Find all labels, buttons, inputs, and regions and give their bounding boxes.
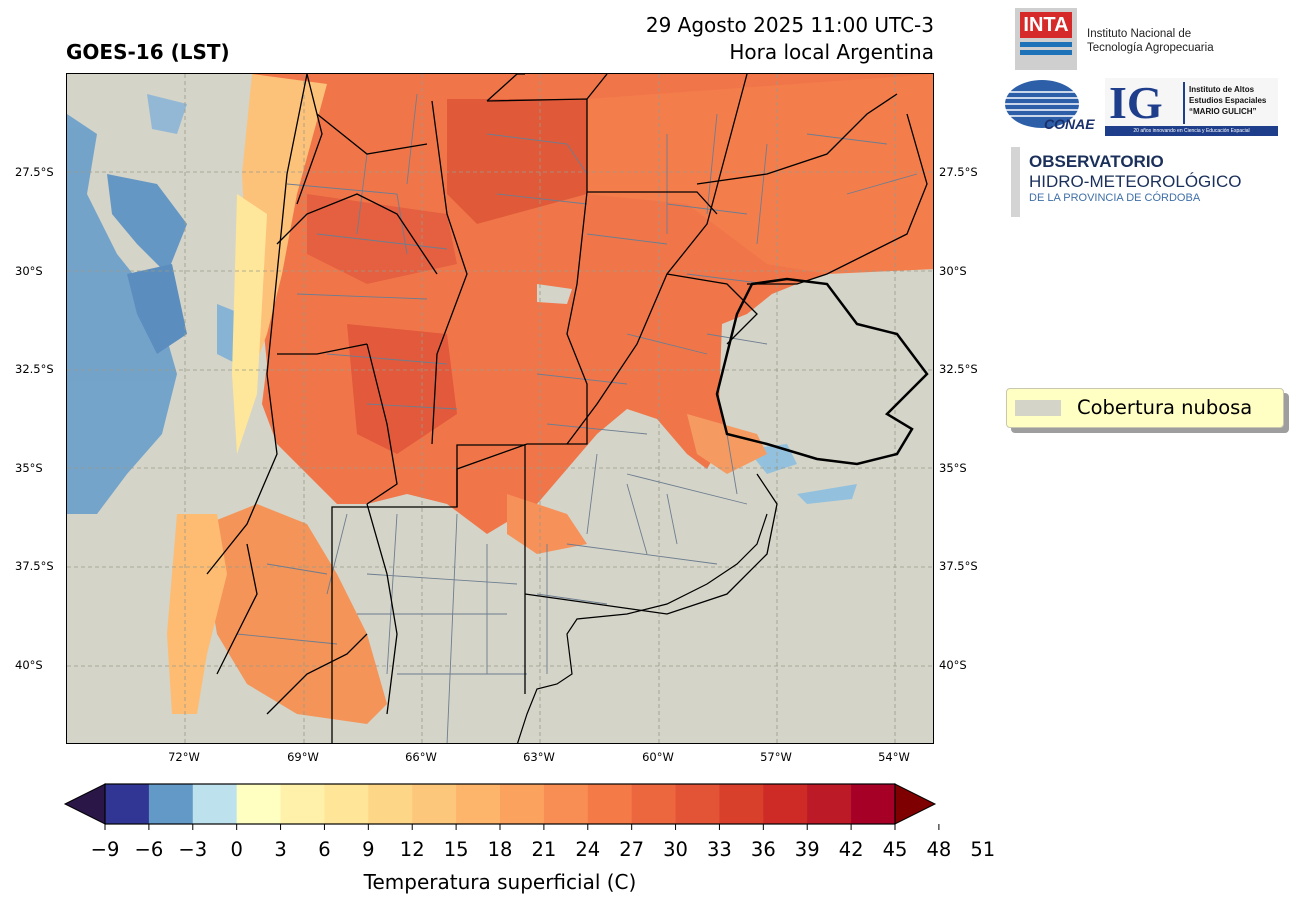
colorbar-tick-label: 0 [230,838,243,861]
colorbar-segment [587,784,633,824]
ig-footer: 20 años innovando en Ciencia y Educación… [1105,126,1278,136]
lon-label: 54°W [878,750,910,764]
colorbar-segment [236,784,282,824]
colorbar-segment [456,784,501,824]
lat-label-left: 35°S [15,461,43,475]
lat-label-left: 37.5°S [15,559,54,573]
colorbar-tick-label: 45 [882,838,908,861]
lat-label-right: 32.5°S [939,362,978,376]
colorbar-segment [851,784,896,824]
uruguay-border [715,277,929,466]
lat-label-right: 27.5°S [939,165,978,179]
colorbar-segment [719,784,764,824]
colorbar-tick-label: 12 [399,838,425,861]
colorbar-tick-label: 9 [362,838,375,861]
colorbar-tick-label: 36 [750,838,776,861]
conae-logo: CONAE [1004,78,1095,134]
colorbar-tickmarks [104,824,940,830]
local-time-text: Hora local Argentina [729,40,934,64]
colorbar-segment [412,784,457,824]
colorbar-segment [280,784,325,824]
conae-globe-icon [1005,80,1079,128]
lon-label: 69°W [287,750,319,764]
colorbar-segment [807,784,852,824]
lat-label-left: 27.5°S [15,165,54,179]
warm-surface-areas [167,74,933,724]
colorbar-tick-label: 30 [663,838,688,861]
lon-label: 57°W [760,750,792,764]
map-datetime-header: 29 Agosto 2025 11:00 UTC-3 Hora local Ar… [560,12,934,66]
graticule [67,74,933,743]
lat-label-right: 35°S [939,461,967,475]
lon-label: 60°W [642,750,674,764]
colorbar-tick-label: 18 [487,838,513,861]
department-borders [236,93,918,743]
colorbar-tick-label: 42 [838,838,864,861]
temperature-colorbar [63,783,940,830]
colorbar-tick-label: 27 [619,838,645,861]
colorbar-under-triangle [63,783,106,825]
cloud-cover-legend: Cobertura nubosa [1006,388,1284,428]
inta-logo: INTA [1015,8,1077,70]
colorbar-segments [105,784,896,824]
cold-surface-areas [67,94,857,514]
temperature-map [66,73,934,744]
colorbar-tick-label: −9 [90,838,120,861]
colorbar-segment [148,784,194,824]
inta-name: Instituto Nacional de Tecnología Agropec… [1087,28,1214,54]
ig-name: Instituto de Altos Estudios Espaciales “… [1189,85,1267,116]
colorbar-label: Temperatura superficial (C) [363,870,637,894]
colorbar-tick-label: 3 [274,838,287,861]
cloud-cover-swatch [1015,400,1061,416]
datetime-text: 29 Agosto 2025 11:00 UTC-3 [645,13,934,37]
observatorio-bar [1011,147,1020,217]
lon-label: 66°W [405,750,437,764]
colorbar-segment [324,784,369,824]
colorbar-tick-label: −6 [134,838,164,861]
colorbar-tick-label: 51 [970,838,996,861]
colorbar-tick-label: 33 [707,838,732,861]
cloud-cover-legend-label: Cobertura nubosa [1077,396,1253,419]
inta-mark: INTA [1020,12,1072,38]
ig-logo: IG Instituto de Altos Estudios Espaciale… [1105,78,1278,136]
observatorio-line2: HIDRO-METEOROLÓGICO [1029,172,1242,191]
map-canvas [67,74,933,743]
colorbar-tick-label: 6 [318,838,331,861]
colorbar-segment [675,784,720,824]
colorbar-segment [500,784,545,824]
lat-label-right: 37.5°S [939,559,978,573]
lon-label: 72°W [168,750,200,764]
colorbar-segment [631,784,677,824]
colorbar-segment [368,784,413,824]
colorbar-tick-label: 48 [926,838,952,861]
observatorio-logo: OBSERVATORIO HIDRO-METEOROLÓGICO DE LA P… [1029,152,1242,204]
lat-label-right: 30°S [939,264,967,278]
lon-label: 63°W [523,750,555,764]
coastline [517,513,768,743]
lat-label-right: 40°S [939,658,967,672]
colorbar-tick-label: 39 [794,838,820,861]
observatorio-line1: OBSERVATORIO [1029,152,1164,171]
colorbar-tick-label: 24 [575,838,601,861]
lat-label-left: 30°S [15,264,43,278]
colorbar-tick-label: −3 [178,838,208,861]
colorbar-segment [105,784,150,824]
conae-text: CONAE [1044,116,1095,132]
colorbar-segment [543,784,589,824]
lat-label-left: 32.5°S [15,362,54,376]
province-borders [206,74,928,743]
colorbar-tick-label: 21 [531,838,557,861]
map-title: GOES-16 (LST) [66,40,230,64]
colorbar-over-triangle [894,783,937,825]
colorbar-segment [192,784,238,824]
observatorio-line3: DE LA PROVINCIA DE CÓRDOBA [1029,192,1201,204]
lat-label-left: 40°S [15,658,43,672]
colorbar-segment [763,784,808,824]
colorbar-tick-label: 15 [443,838,469,861]
ig-mark: IG [1109,77,1163,128]
